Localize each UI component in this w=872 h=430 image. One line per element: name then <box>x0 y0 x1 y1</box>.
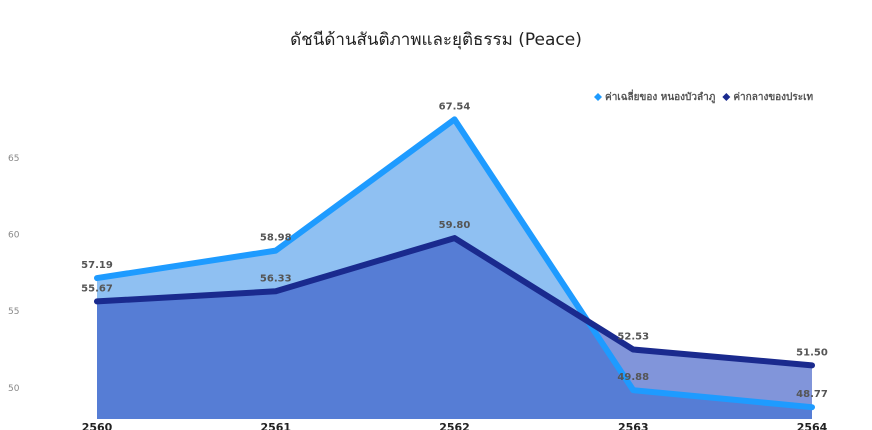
data-label: 58.98 <box>260 233 292 244</box>
legend-label: ค่าเฉลี่ยของ หนองบัวลำภู <box>605 89 716 104</box>
y-tick-label: 65 <box>8 154 19 164</box>
data-label: 49.88 <box>617 372 649 383</box>
y-tick-label: 60 <box>8 231 20 241</box>
x-tick-label: 2562 <box>439 421 470 430</box>
legend-marker <box>594 93 602 101</box>
data-label: 48.77 <box>796 389 828 400</box>
line <box>94 116 815 411</box>
data-label: 59.80 <box>439 220 471 231</box>
data-label: 55.67 <box>81 283 113 294</box>
data-label: 56.33 <box>260 273 292 284</box>
x-tick-label: 2564 <box>797 421 828 430</box>
area <box>97 238 812 419</box>
data-label: 52.53 <box>617 332 649 343</box>
x-tick-label: 2561 <box>260 421 291 430</box>
data-label: 57.19 <box>81 260 113 271</box>
chart-title: ดัชนีด้านสันติภาพและยุติธรรม (Peace) <box>290 30 582 50</box>
x-tick-label: 2563 <box>618 421 649 430</box>
line <box>94 235 815 369</box>
data-label: 51.50 <box>796 347 828 358</box>
legend-marker <box>722 93 731 101</box>
y-tick-label: 50 <box>8 384 20 394</box>
legend-label: ค่ากลางของประเท <box>733 91 813 103</box>
data-label: 67.54 <box>439 101 471 112</box>
x-tick-label: 2560 <box>82 421 113 430</box>
y-tick-label: 55 <box>8 307 19 317</box>
